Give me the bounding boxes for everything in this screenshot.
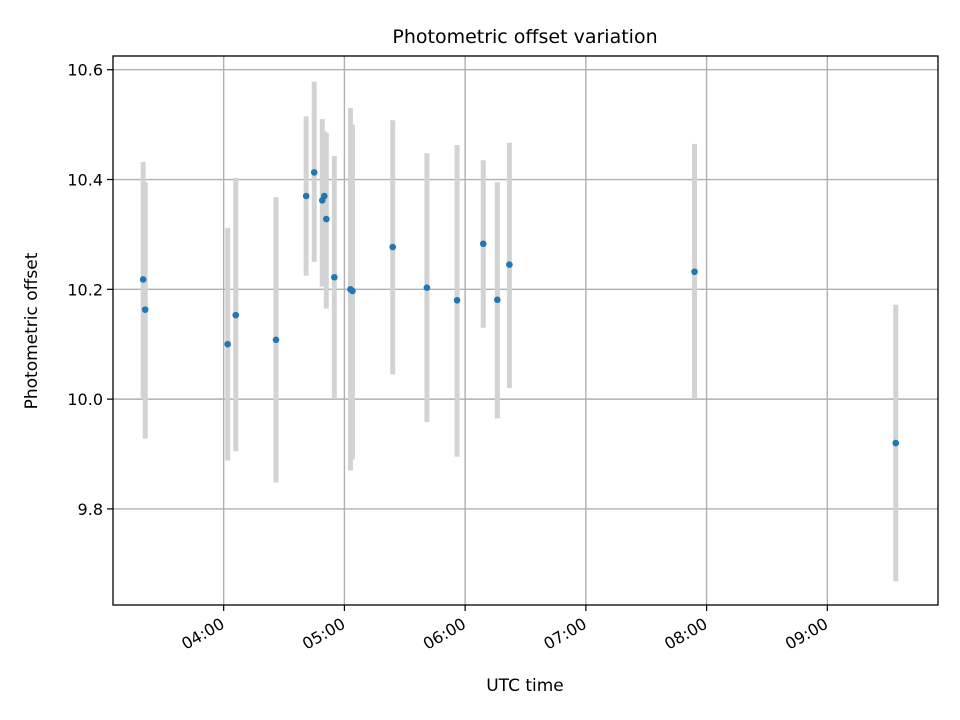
y-tick-label: 10.2 <box>67 280 103 299</box>
y-axis-ticks: 9.8 10.0 10.2 10.4 10.6 <box>67 61 113 519</box>
data-point <box>224 340 231 348</box>
data-point <box>331 273 338 281</box>
y-tick-label: 10.4 <box>67 171 103 190</box>
data-point <box>691 268 698 276</box>
y-axis-label: Photometric offset <box>22 252 42 409</box>
data-point <box>349 287 356 295</box>
data-point <box>302 192 310 200</box>
data-point <box>272 336 280 344</box>
data-point <box>141 306 149 313</box>
data-point <box>479 240 487 248</box>
data-point <box>232 311 240 319</box>
data-point <box>423 284 431 291</box>
data-point <box>506 261 513 268</box>
plot-frame <box>112 55 939 606</box>
x-axis-label: UTC time <box>486 676 564 696</box>
grid <box>113 56 938 605</box>
data-point <box>310 169 318 176</box>
y-tick-label: 10.0 <box>67 390 103 409</box>
data-points <box>139 169 900 447</box>
data-point <box>389 243 396 251</box>
data-point <box>453 297 461 304</box>
y-tick-label: 9.8 <box>78 500 103 519</box>
y-tick-label: 10.6 <box>67 61 103 80</box>
data-point <box>320 192 328 200</box>
data-point <box>139 276 147 283</box>
data-point <box>322 215 330 223</box>
data-point <box>494 296 501 304</box>
chart-title: Photometric offset variation <box>392 26 657 48</box>
data-point <box>892 439 900 447</box>
